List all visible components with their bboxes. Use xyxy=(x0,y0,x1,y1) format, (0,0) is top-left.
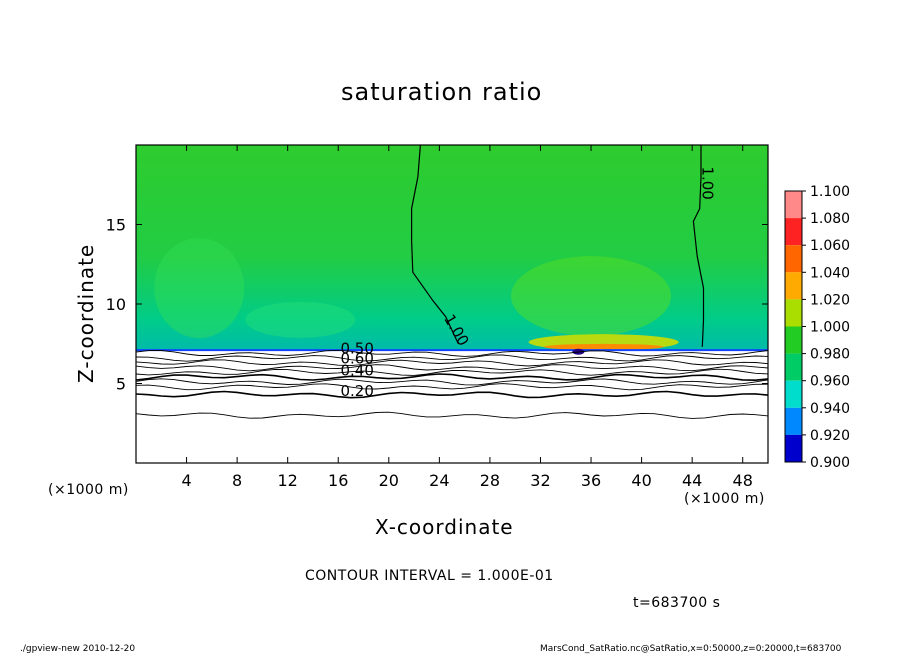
x-tick-label: 20 xyxy=(379,471,399,490)
colorbar-label: 1.060 xyxy=(810,238,850,254)
contour-line xyxy=(135,349,769,357)
x-tick-label: 32 xyxy=(530,471,550,490)
contour-label: 0.50 xyxy=(340,339,373,357)
contour-line xyxy=(135,364,769,372)
y-tick-label: 10 xyxy=(106,295,126,314)
colorbar-label: 0.960 xyxy=(810,374,850,390)
x-tick-label: 28 xyxy=(480,471,500,490)
colorbar-label: 1.080 xyxy=(810,211,850,227)
contour-line xyxy=(135,383,769,391)
contour-interval-text: CONTOUR INTERVAL = 1.000E-01 xyxy=(305,568,554,584)
colorbar-swatch xyxy=(785,191,802,219)
colorbar-swatch xyxy=(785,380,802,408)
colorbar-label: 1.020 xyxy=(810,292,850,308)
footer-left: ./gpview-new 2010-12-20 xyxy=(20,644,136,654)
contour-line xyxy=(135,359,769,367)
colorbar-label: 1.000 xyxy=(810,320,850,336)
colorbar-swatch xyxy=(785,245,802,273)
x-tick-label: 12 xyxy=(278,471,298,490)
contour-line xyxy=(692,145,705,347)
colorbar-swatch xyxy=(785,272,802,300)
field-patch xyxy=(245,301,356,338)
field-patch xyxy=(154,238,245,339)
colorbar-swatch xyxy=(785,353,802,381)
x-unit-label: (×1000 m) xyxy=(48,482,129,498)
contour-line xyxy=(411,144,459,345)
contour-label: 0.40 xyxy=(340,362,373,380)
colorbar-label: 1.100 xyxy=(810,184,850,200)
colorbar-label: 0.900 xyxy=(810,455,850,471)
contour-line xyxy=(135,390,769,399)
colorbar-swatch xyxy=(785,218,802,246)
y-tick-label: 5 xyxy=(116,375,126,394)
contour-line xyxy=(135,378,769,386)
x-tick-label: 24 xyxy=(429,471,449,490)
contour-line xyxy=(135,373,769,382)
colorbar-label: 0.920 xyxy=(810,428,850,444)
x-tick-label: 4 xyxy=(181,471,191,490)
contour-line xyxy=(135,368,769,376)
chart-title: saturation ratio xyxy=(341,78,543,106)
colorbar-swatch xyxy=(785,434,802,462)
saturated-region xyxy=(136,145,768,351)
x-unit-label-right: (×1000 m) xyxy=(684,491,765,507)
colorbar-label: 0.940 xyxy=(810,401,850,417)
contour-line xyxy=(135,354,769,362)
x-tick-label: 16 xyxy=(328,471,348,490)
y-axis-label: Z-coordinate xyxy=(74,243,98,383)
x-tick-label: 44 xyxy=(682,471,702,490)
colorbar-swatch xyxy=(785,326,802,354)
x-axis-label: X-coordinate xyxy=(375,515,514,539)
y-tick-label: 15 xyxy=(106,216,126,235)
contour-label: 0.60 xyxy=(340,350,373,368)
colorbar-swatch xyxy=(785,299,802,327)
colorbar-label: 1.040 xyxy=(810,265,850,281)
field-patch xyxy=(543,343,664,350)
x-tick-label: 36 xyxy=(581,471,601,490)
colorbar-label: 0.980 xyxy=(810,347,850,363)
field-patch xyxy=(511,256,672,337)
footer-right: MarsCond_SatRatio.nc@SatRatio,x=0:50000,… xyxy=(540,644,842,654)
contour-line xyxy=(135,411,769,419)
contour-label: 0.20 xyxy=(340,382,373,400)
x-tick-label: 48 xyxy=(733,471,753,490)
time-text: t=683700 s xyxy=(633,595,721,611)
contour-label: 1.00 xyxy=(698,166,716,199)
colorbar-swatch xyxy=(785,407,802,435)
x-tick-label: 40 xyxy=(631,471,651,490)
x-tick-label: 8 xyxy=(232,471,242,490)
